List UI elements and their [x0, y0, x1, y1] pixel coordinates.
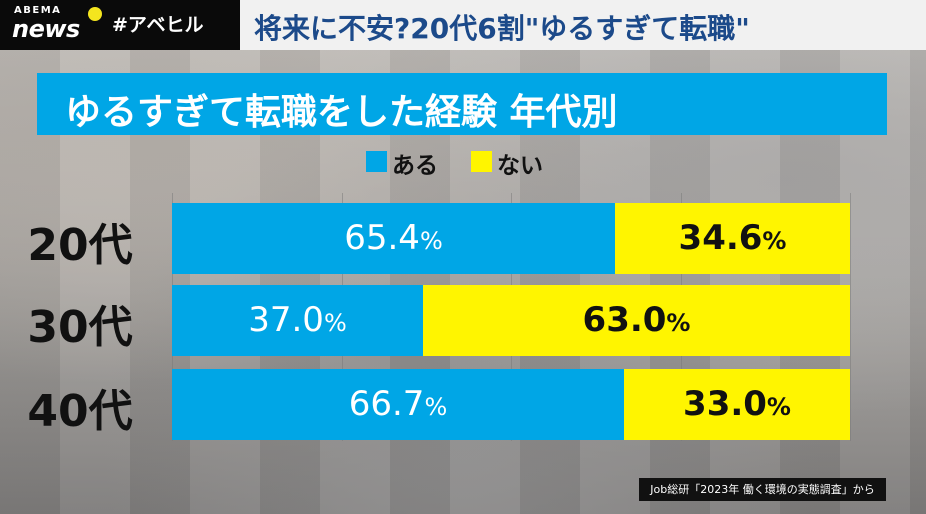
data-label-unit: %	[424, 393, 448, 421]
abema-news-logo: ABEMA news	[8, 3, 108, 47]
stacked-bar-chart: 65.4% 34.6% 37.0% 63.0% 66.7% 33.0%	[172, 193, 851, 441]
program-hashtag: #アベヒル	[112, 14, 204, 36]
logo-top-text: ABEMA	[14, 5, 62, 16]
bar-row: 37.0% 63.0%	[172, 285, 850, 356]
logo-dot-icon	[88, 7, 102, 21]
legend-swatch-aru	[366, 151, 387, 172]
data-label-aru: 37.0%	[172, 285, 423, 356]
data-label-value: 37.0	[248, 300, 324, 340]
source-credit: Job総研「2023年 働く環境の実態調査」から	[639, 478, 886, 501]
legend-label-aru: ある	[392, 153, 438, 179]
bar-segment-nai	[615, 203, 850, 274]
bar-segment-aru	[172, 285, 423, 356]
data-label-unit: %	[762, 227, 787, 255]
data-label-nai: 34.6%	[615, 203, 850, 274]
bar-row: 65.4% 34.6%	[172, 203, 850, 274]
bar-row: 66.7% 33.0%	[172, 369, 850, 440]
legend-label-nai: ない	[497, 153, 543, 179]
headline-panel: 将来に不安?20代6割"ゆるすぎて転職"	[240, 0, 926, 50]
data-label-unit: %	[323, 309, 347, 337]
bar-segment-aru	[172, 369, 624, 440]
logo-bottom-text: news	[12, 15, 80, 43]
data-label-aru: 66.7%	[172, 369, 624, 440]
legend-swatch-nai	[471, 151, 492, 172]
data-label-unit: %	[666, 309, 691, 337]
data-label-value: 63.0	[582, 300, 667, 340]
data-label-value: 33.0	[683, 384, 767, 424]
category-label: 20代	[27, 220, 133, 271]
data-label-nai: 63.0%	[423, 285, 850, 356]
data-label-unit: %	[419, 227, 443, 255]
data-label-value: 65.4	[344, 218, 420, 258]
category-label: 30代	[27, 302, 133, 353]
chart-title-bar: ゆるすぎて転職をした経験 年代別	[37, 73, 887, 135]
gridline	[850, 193, 851, 441]
bar-segment-nai	[624, 369, 850, 440]
data-label-value: 34.6	[678, 218, 763, 258]
category-label: 40代	[27, 386, 133, 437]
header-bar: ABEMA news #アベヒル 将来に不安?20代6割"ゆるすぎて転職"	[0, 0, 926, 50]
headline-text: 将来に不安?20代6割"ゆるすぎて転職"	[254, 12, 750, 45]
data-label-aru: 65.4%	[172, 203, 615, 274]
data-label-unit: %	[766, 393, 791, 421]
data-label-nai: 33.0%	[624, 369, 850, 440]
bar-segment-aru	[172, 203, 615, 274]
data-label-value: 66.7	[348, 384, 425, 424]
chart-title: ゆるすぎて転職をした経験 年代別	[65, 92, 618, 133]
bar-segment-nai	[423, 285, 850, 356]
